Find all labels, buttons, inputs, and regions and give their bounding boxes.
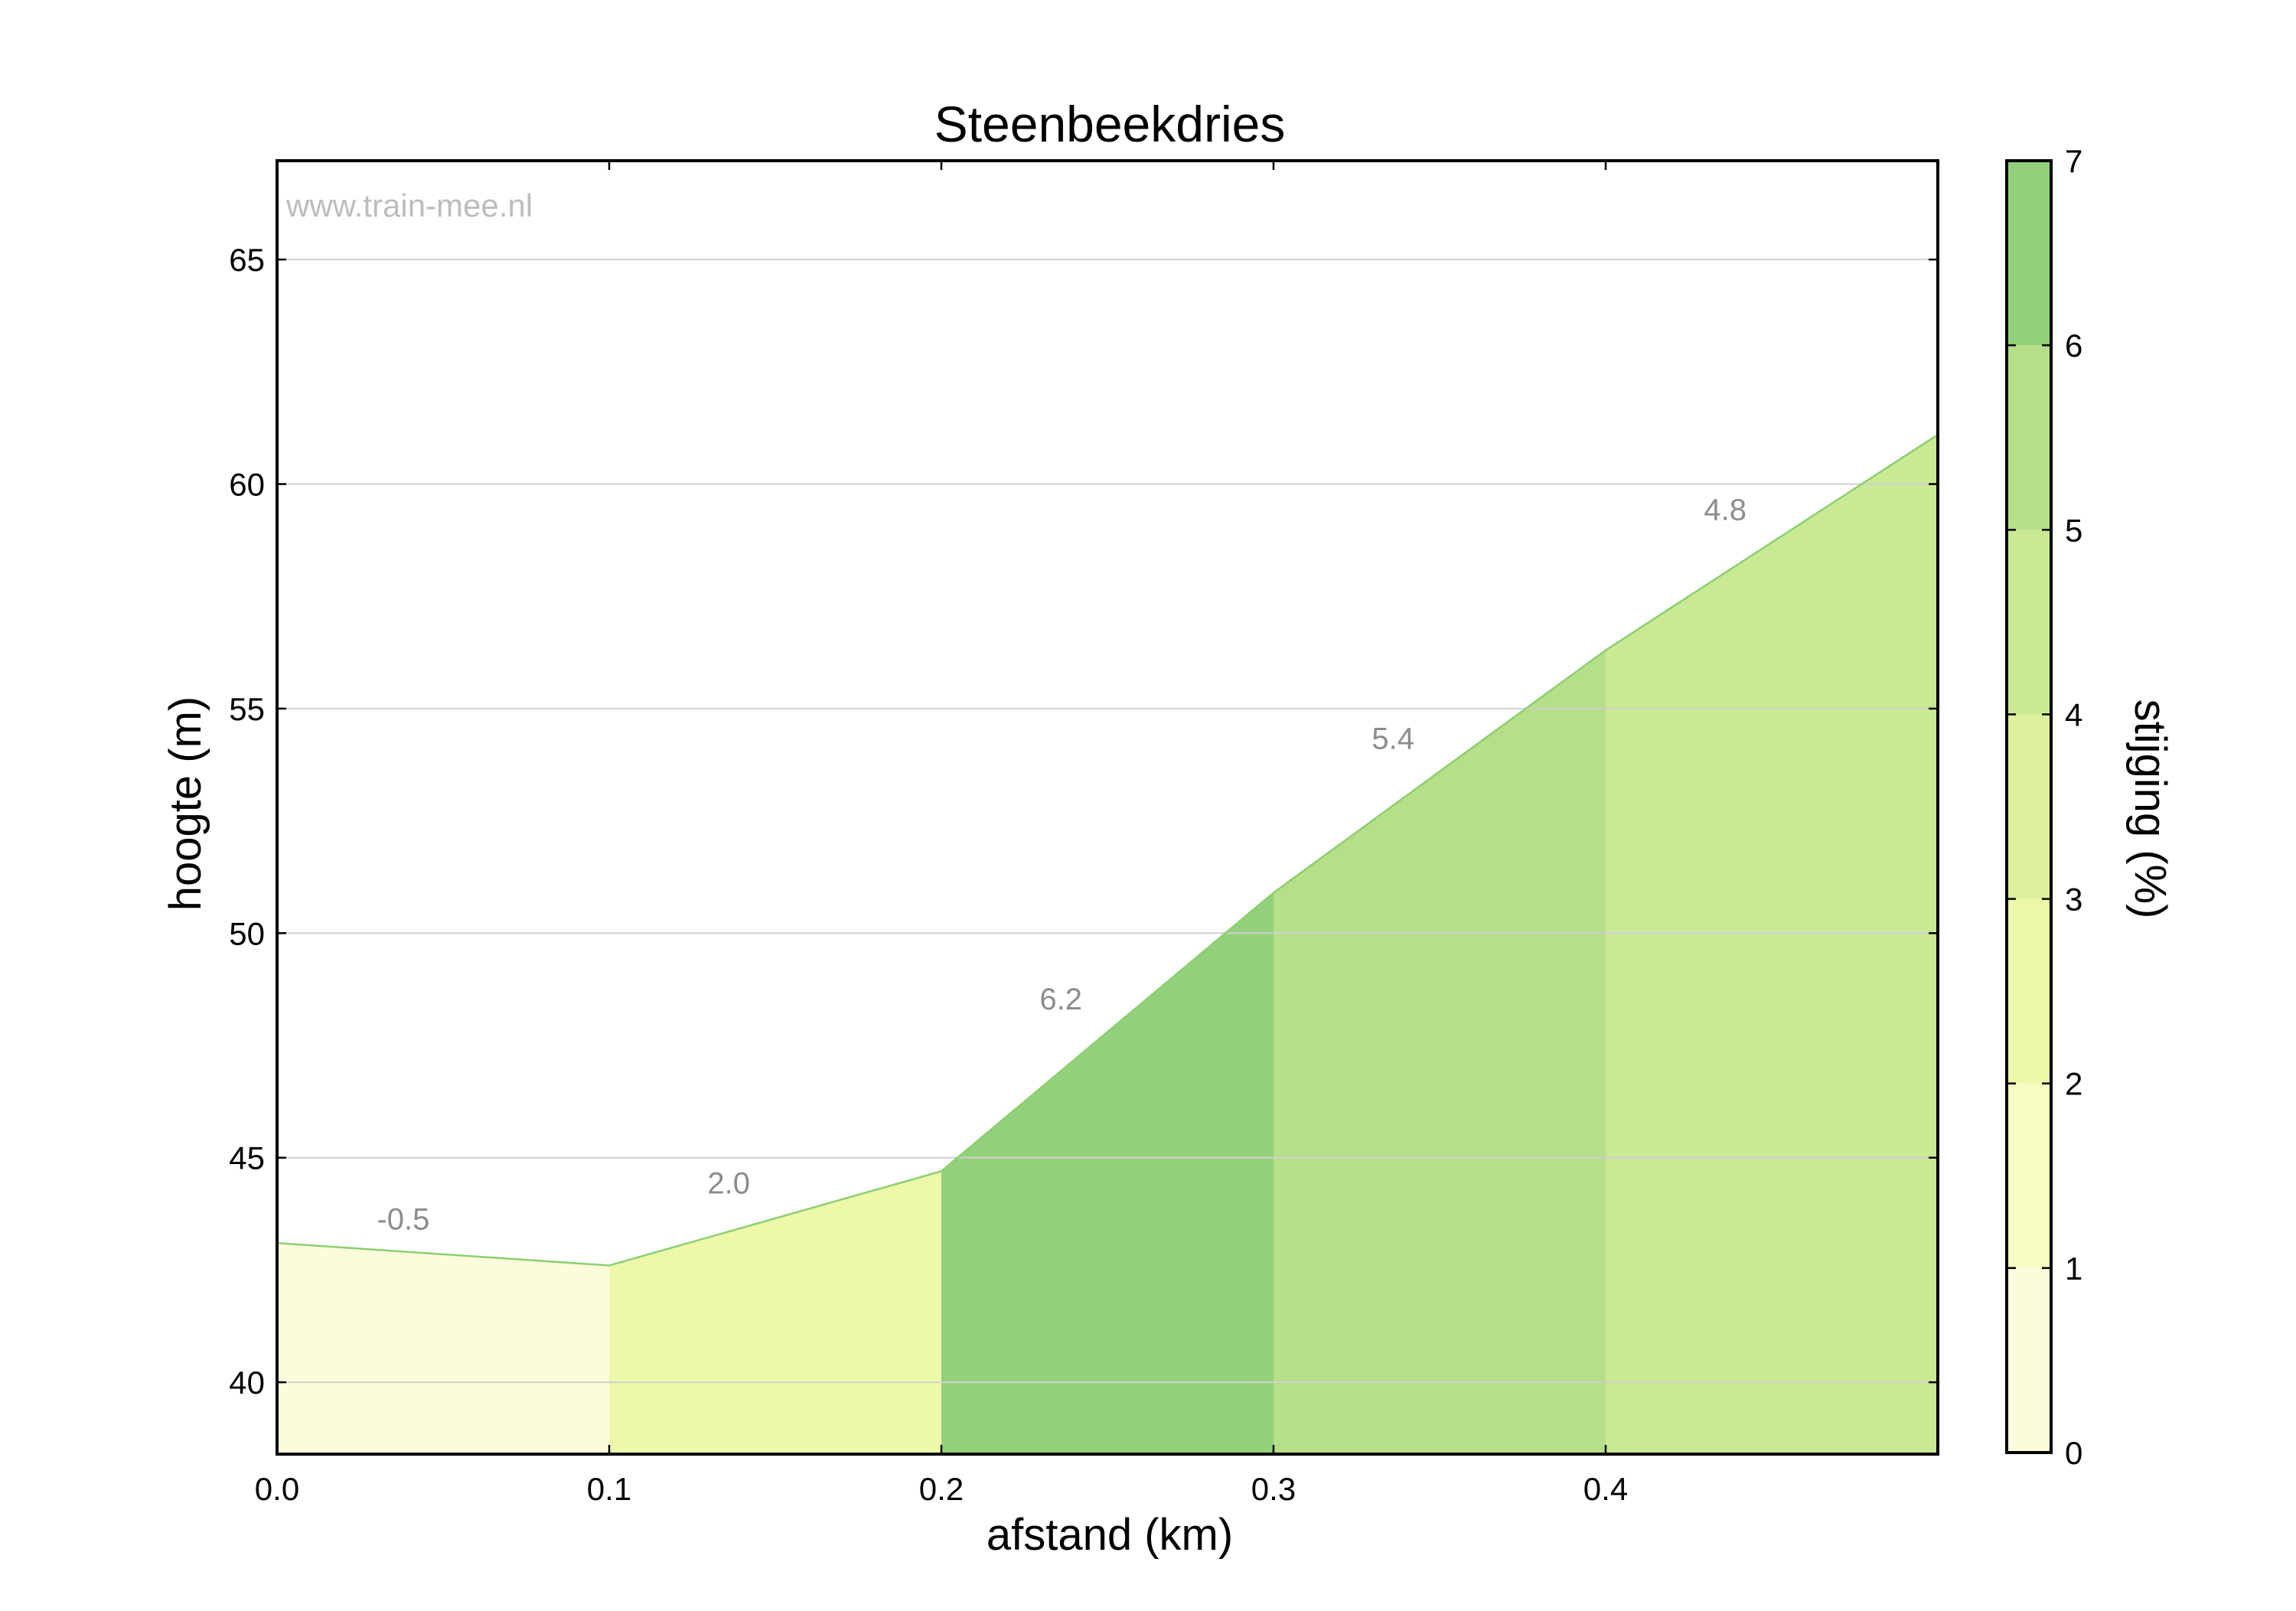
axis-ticks: 0.0 0.1 0.2 0.3 0.4 40 45 50 55 60 65 [229,161,1938,1507]
colorbar-tick-label-1: 1 [2065,1251,2082,1287]
segment-band-1 [277,1243,609,1454]
segment-label-1: -0.5 [377,1203,429,1237]
y-tick-label-55: 55 [229,691,265,727]
y-tick-label-65: 65 [229,242,265,278]
chart-title: Steenbeekdries [934,96,1286,152]
colorbar-tick-label-4: 4 [2065,696,2082,732]
x-tick-label-0.3: 0.3 [1251,1471,1296,1507]
profile-line-layer [276,433,1939,1267]
colorbar-tick-label-5: 5 [2065,512,2082,548]
colorbar-tick-label-3: 3 [2065,882,2082,918]
colorbar-band-1 [2007,1267,2051,1453]
colorbar-band-2 [2007,1083,2051,1268]
colorbar: 0 1 2 3 4 5 6 7 [2005,143,2082,1471]
segment-band-2 [609,1171,941,1454]
x-tick-label-0.1: 0.1 [587,1471,631,1507]
segment-band-4 [1274,650,1606,1454]
plot-frame-rect [276,159,1939,1456]
y-tick-label-40: 40 [229,1365,265,1401]
colorbar-tick-label-0: 0 [2065,1435,2082,1471]
colorbar-band-7 [2007,161,2051,346]
segment-label-3: 6.2 [1039,983,1082,1016]
colorbar-band-4 [2007,714,2051,899]
y-tick-label-50: 50 [229,915,265,951]
y-tick-label-60: 60 [229,467,265,503]
x-tick-label-0.4: 0.4 [1583,1471,1628,1507]
plot-frame [276,159,1939,1456]
grid-lines [277,259,1938,1384]
colorbar-band-6 [2007,345,2051,530]
segment-labels: -0.5 2.0 6.2 5.4 4.8 [377,493,1746,1236]
colorbar-band-5 [2007,530,2051,715]
profile-line [276,433,1939,1267]
x-axis-label: afstand (km) [987,1510,1233,1560]
segment-band-3 [941,892,1274,1454]
colorbar-frame [2005,159,2053,1454]
y-axis-label: hoogte (m) [161,696,210,911]
segment-label-4: 5.4 [1371,722,1414,756]
y-tick-label-45: 45 [229,1140,265,1176]
segment-label-2: 2.0 [707,1167,750,1201]
x-tick-label-0.2: 0.2 [919,1471,964,1507]
segment-band-5 [1606,434,1938,1454]
watermark: www.train-mee.nl [285,188,533,223]
colorbar-label: stijging (%) [2125,700,2175,919]
x-tick-label-0.0: 0.0 [255,1471,299,1507]
segment-label-5: 4.8 [1704,493,1746,527]
colorbar-tick-label-6: 6 [2065,328,2082,364]
colorbar-band-3 [2007,898,2051,1084]
segment-bands [277,434,1938,1454]
colorbar-tick-label-7: 7 [2065,143,2082,179]
colorbar-tick-label-2: 2 [2065,1066,2082,1102]
